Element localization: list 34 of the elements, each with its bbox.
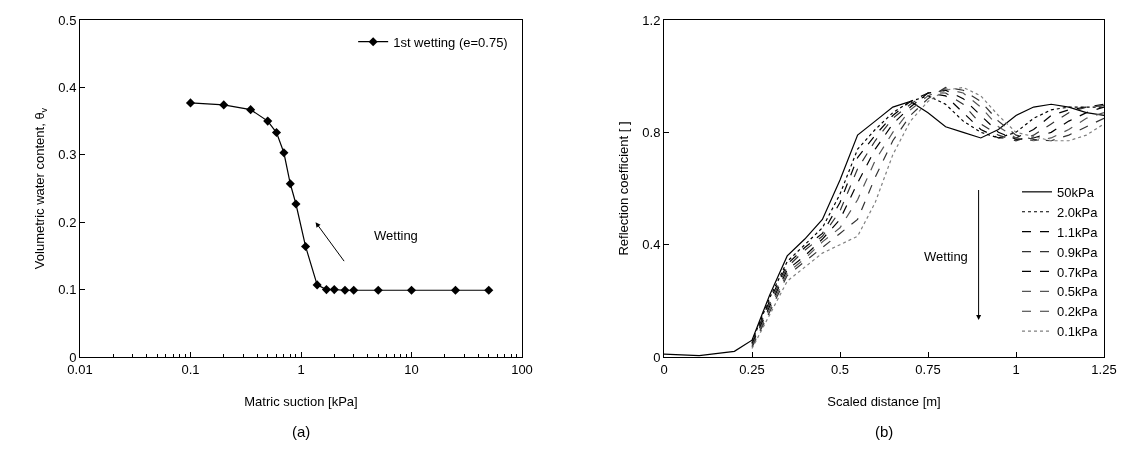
- y-tick-label: 1.2: [642, 12, 661, 28]
- x-tick-label: 10: [404, 361, 419, 377]
- x-axis-title: Scaled distance [m]: [827, 394, 941, 409]
- legend-label: 2.0kPa: [1057, 204, 1099, 220]
- x-tick-label: 0.75: [915, 361, 941, 377]
- y-tick-label: 0.2: [58, 214, 77, 230]
- legend-label: 1.1kPa: [1057, 224, 1099, 240]
- text: (a): [292, 423, 311, 440]
- annotation: Wetting: [374, 228, 418, 243]
- x-tick-label: 0.1: [181, 361, 200, 377]
- y-tick-label: 0.1: [58, 282, 77, 298]
- text: (b): [875, 423, 894, 440]
- legend-label: 0.2kPa: [1057, 304, 1099, 320]
- x-tick-label: 1: [297, 361, 305, 377]
- y-axis-title: Reflection coefficient [ ]: [616, 121, 631, 256]
- x-tick-label: 100: [511, 361, 533, 377]
- legend-label: 0.9kPa: [1057, 244, 1099, 260]
- legend-label: 0.7kPa: [1057, 264, 1099, 280]
- x-axis-title: Matric suction [kPa]: [244, 394, 358, 409]
- y-tick-label: 0.4: [642, 237, 661, 253]
- x-tick-label: 1: [1012, 361, 1020, 377]
- legend-label: 0.5kPa: [1057, 284, 1099, 300]
- x-tick-label: 0.25: [739, 361, 765, 377]
- y-tick-label: 0.3: [58, 147, 77, 163]
- annotation: Wetting: [924, 249, 968, 264]
- y-tick-label: 0.5: [58, 12, 77, 28]
- legend-label: 0.1kPa: [1057, 324, 1099, 340]
- x-tick-label: 0.5: [830, 361, 850, 377]
- y-tick-label: 0: [653, 349, 661, 365]
- legend-label: 1st wetting (e=0.75): [393, 34, 508, 50]
- legend-label: 50kPa: [1057, 184, 1095, 200]
- x-tick-label: 1.25: [1091, 361, 1117, 377]
- y-tick-label: 0.4: [58, 79, 77, 95]
- y-tick-label: 0.8: [642, 124, 661, 140]
